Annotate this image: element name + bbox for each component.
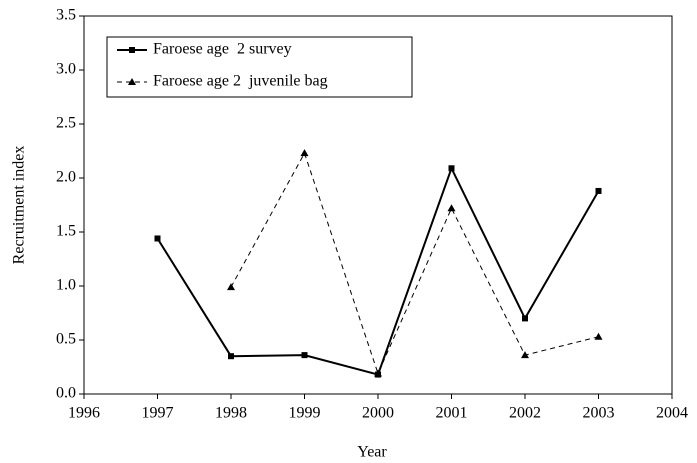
y-tick-label: 0.5 <box>56 331 76 348</box>
point <box>594 332 603 340</box>
y-tick-label: 3.0 <box>56 61 76 78</box>
series-line <box>156 165 600 376</box>
point <box>374 369 382 377</box>
x-tick-label: 2002 <box>509 405 541 422</box>
point <box>301 352 308 359</box>
x-tick-label: 2001 <box>436 405 468 422</box>
x-tick-label: 2004 <box>656 405 688 422</box>
legend-marker <box>128 78 136 85</box>
series-line <box>230 151 599 375</box>
x-tick-label: 1997 <box>142 405 174 422</box>
point <box>154 235 161 242</box>
point <box>300 149 309 157</box>
y-axis-label: Recruitment index <box>11 146 28 265</box>
point <box>447 204 456 212</box>
x-tick-label: 2003 <box>583 405 615 422</box>
x-tick-label: 1998 <box>215 405 247 422</box>
y-tick-label: 1.5 <box>56 223 76 240</box>
legend-label: Faroese age 2 juvenile bag <box>153 73 328 90</box>
point <box>521 351 529 359</box>
y-tick-label: 1.0 <box>56 277 76 294</box>
x-tick-label: 1996 <box>68 405 100 422</box>
x-tick-label: 2000 <box>362 405 394 422</box>
point <box>227 283 235 291</box>
point <box>595 187 602 194</box>
legend-label: Faroese age 2 survey <box>153 41 292 58</box>
legend-box <box>106 36 413 98</box>
y-tick-label: 2.5 <box>56 115 76 132</box>
point <box>228 353 234 360</box>
y-tick-label: 0.0 <box>56 385 76 402</box>
y-tick-label: 2.0 <box>56 169 76 186</box>
legend-marker <box>129 47 135 53</box>
point <box>448 165 455 172</box>
x-tick-label: 1999 <box>289 405 321 422</box>
y-tick-label: 3.5 <box>56 7 76 24</box>
x-axis-label: Year <box>357 444 387 461</box>
point <box>522 315 528 322</box>
